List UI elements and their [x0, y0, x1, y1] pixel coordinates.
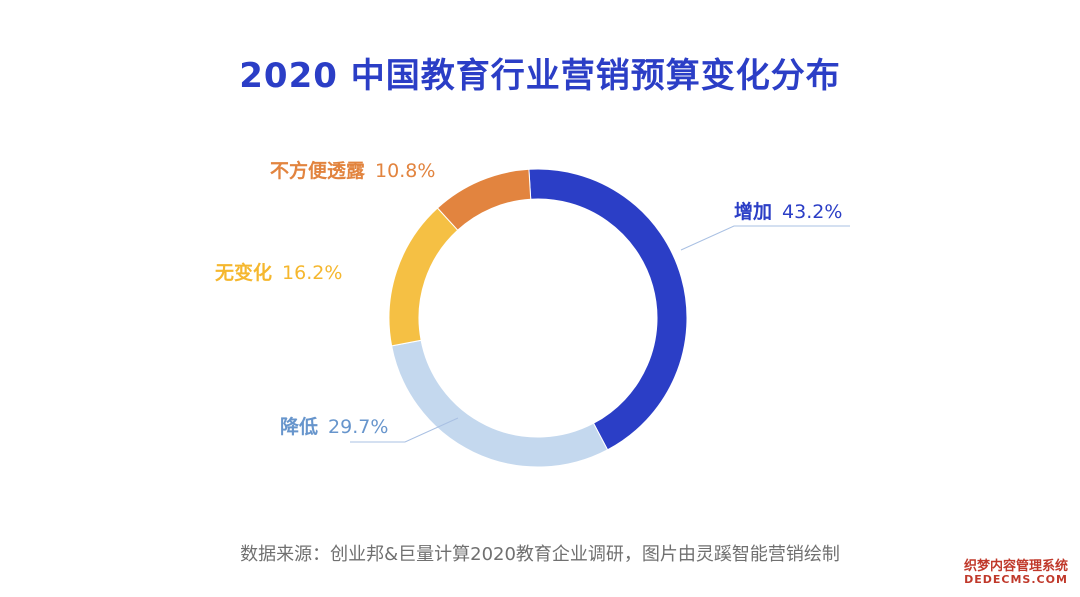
slice-label-no-change: 无变化 16.2% — [215, 258, 342, 285]
slice-label-name: 无变化 — [215, 262, 273, 284]
slice-label-decrease: 降低 29.7% — [280, 412, 388, 439]
slice-label-value: 43.2% — [782, 201, 843, 223]
source-note: 数据来源：创业邦&巨量计算2020教育企业调研，图片由灵蹊智能营销绘制 — [240, 544, 840, 565]
slice-label-name: 降低 — [280, 416, 319, 438]
slice-label-name: 增加 — [734, 201, 773, 223]
leader-line-decrease — [350, 417, 459, 443]
watermark-logo: 织梦内容管理系统 DEDECMS.COM — [960, 560, 1072, 585]
slice-label-increase: 增加 43.2% — [734, 197, 842, 224]
slice-no-change — [388, 207, 459, 347]
slice-label-name: 不方便透露 — [270, 160, 366, 182]
watermark-line2: DEDECMS.COM — [964, 572, 1068, 586]
slice-increase — [528, 168, 688, 451]
slice-undisclosed — [436, 168, 532, 231]
watermark-line1: 织梦内容管理系统 — [963, 559, 1068, 574]
slice-decrease — [391, 339, 609, 468]
slice-label-value: 10.8% — [375, 160, 436, 182]
slice-label-value: 16.2% — [282, 262, 343, 284]
slice-label-value: 29.7% — [328, 416, 389, 438]
slice-label-undisclosed: 不方便透露 10.8% — [270, 156, 435, 183]
chart-title: 2020 中国教育行业营销预算变化分布 — [239, 56, 841, 96]
leader-line-increase — [680, 225, 850, 251]
